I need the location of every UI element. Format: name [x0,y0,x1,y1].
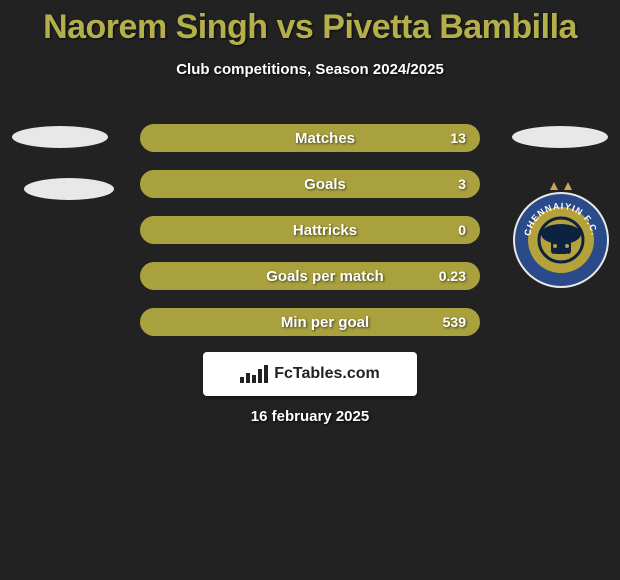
stat-value: 3 [458,176,466,192]
stat-row-goals-per-match: Goals per match 0.23 [140,262,480,290]
subtitle: Club competitions, Season 2024/2025 [0,61,620,78]
stats-container: Matches 13 Goals 3 Hattricks 0 Goals per… [140,124,480,354]
stat-value: 0.23 [439,268,466,284]
stat-value: 13 [450,130,466,146]
date-text: 16 february 2025 [0,408,620,425]
right-placeholder-1 [512,126,608,148]
stat-row-goals: Goals 3 [140,170,480,198]
club-crest-chennaiyin: CHENNAIYIN F.C. [510,180,612,290]
stat-label: Goals per match [236,268,384,285]
stat-row-hattricks: Hattricks 0 [140,216,480,244]
left-placeholder-2 [24,178,114,200]
bar-chart-icon [240,365,268,383]
page-title: Naorem Singh vs Pivetta Bambilla [0,0,620,47]
stat-value: 0 [458,222,466,238]
stat-label: Matches [265,130,355,147]
stat-row-matches: Matches 13 [140,124,480,152]
source-badge-text: FcTables.com [274,365,380,383]
stat-row-min-per-goal: Min per goal 539 [140,308,480,336]
stat-value: 539 [443,314,466,330]
left-placeholder-1 [12,126,108,148]
stat-label: Hattricks [263,222,357,239]
stat-label: Min per goal [251,314,369,331]
stat-label: Goals [274,176,346,193]
source-badge[interactable]: FcTables.com [203,352,417,396]
